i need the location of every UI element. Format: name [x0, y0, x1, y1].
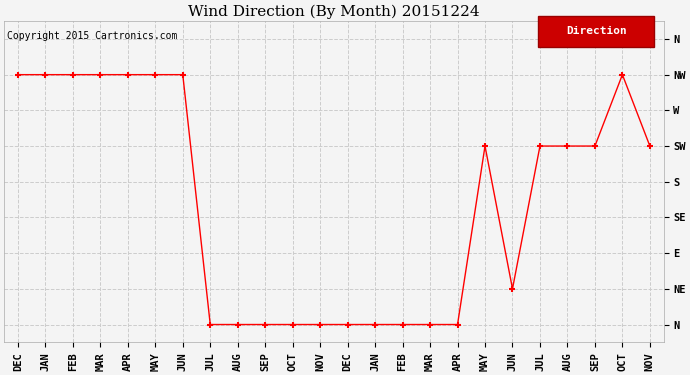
Title: Wind Direction (By Month) 20151224: Wind Direction (By Month) 20151224 — [188, 4, 480, 18]
Text: Direction: Direction — [566, 26, 627, 36]
Text: Copyright 2015 Cartronics.com: Copyright 2015 Cartronics.com — [8, 31, 178, 41]
FancyBboxPatch shape — [538, 16, 653, 47]
